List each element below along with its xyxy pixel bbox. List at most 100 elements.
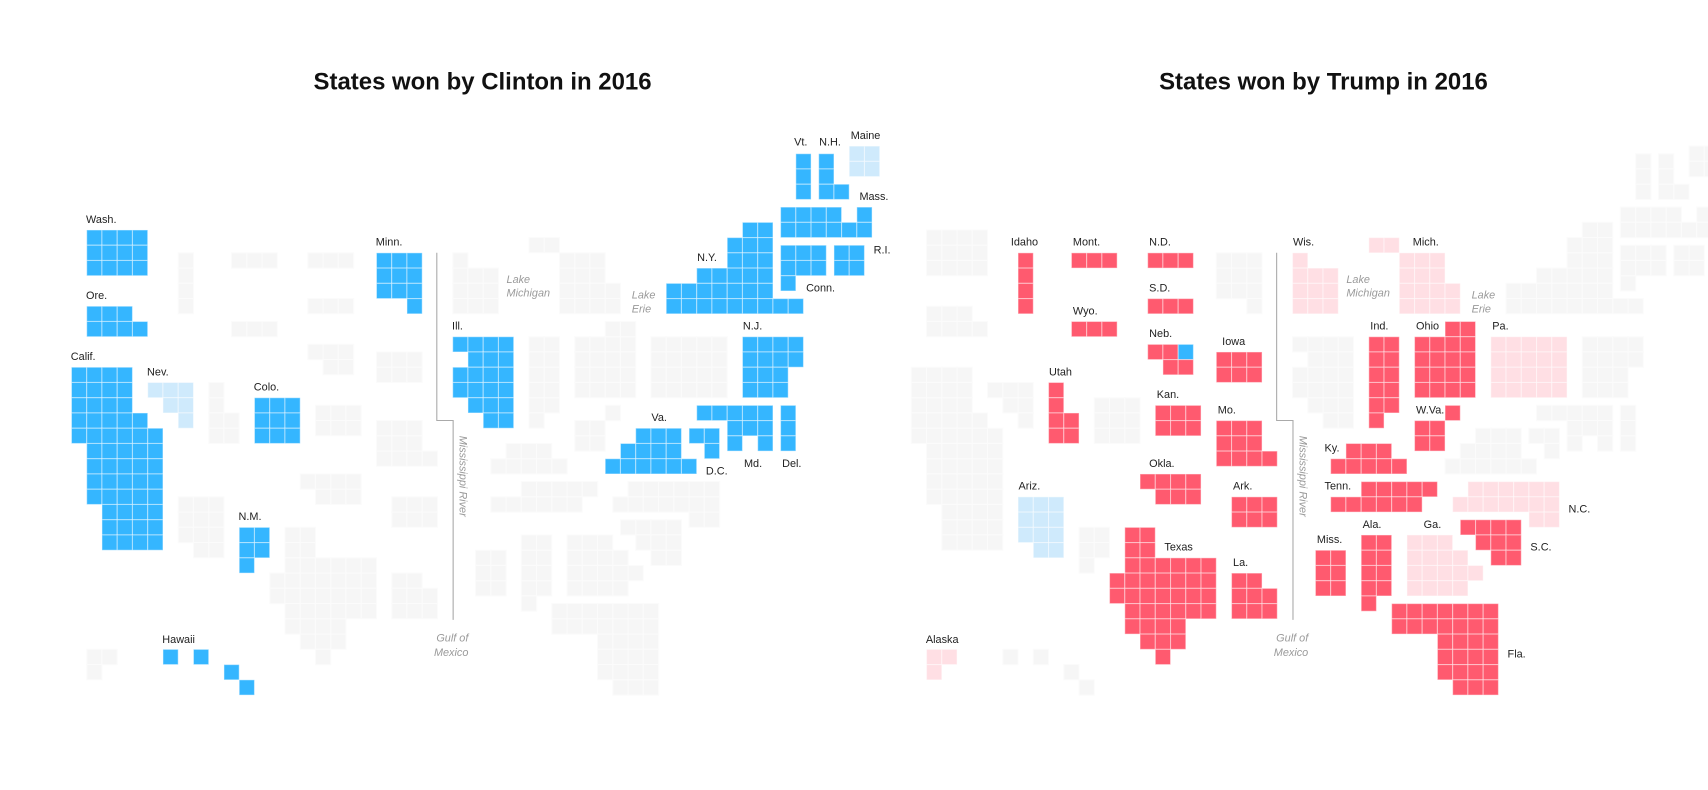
electoral-vote-tile xyxy=(818,183,835,201)
electoral-vote-tile xyxy=(1139,603,1156,620)
state-label: Wash. xyxy=(86,214,116,226)
electoral-vote-tile xyxy=(467,298,484,315)
electoral-vote-tile xyxy=(1635,153,1652,170)
electoral-vote-tile xyxy=(581,618,599,635)
electoral-vote-tile xyxy=(86,458,103,475)
electoral-vote-tile xyxy=(1673,259,1690,277)
electoral-vote-tile xyxy=(971,259,989,277)
electoral-vote-tile xyxy=(642,633,660,650)
electoral-vote-tile xyxy=(574,381,591,399)
electoral-vote-tile xyxy=(116,519,134,536)
electoral-vote-tile xyxy=(1452,496,1469,513)
electoral-vote-tile xyxy=(1109,397,1126,414)
electoral-vote-tile xyxy=(1391,458,1408,475)
electoral-vote-tile xyxy=(1101,252,1118,269)
lake-erie-label: Lake Erie xyxy=(1472,289,1496,315)
electoral-vote-tile xyxy=(314,587,332,605)
electoral-vote-tile xyxy=(1368,351,1385,368)
electoral-vote-tile xyxy=(208,511,225,528)
electoral-vote-tile xyxy=(926,664,943,681)
state-tn xyxy=(1330,481,1438,513)
electoral-vote-tile xyxy=(467,381,484,399)
state-label: Ala. xyxy=(1363,519,1382,531)
electoral-vote-tile xyxy=(703,496,721,513)
electoral-vote-tile xyxy=(642,618,660,635)
electoral-vote-tile xyxy=(566,580,583,597)
electoral-vote-tile xyxy=(208,542,225,559)
electoral-vote-tile xyxy=(307,343,324,361)
electoral-vote-tile xyxy=(1467,679,1484,696)
electoral-vote-tile xyxy=(574,420,591,437)
electoral-vote-tile xyxy=(536,496,553,513)
electoral-vote-tile xyxy=(1406,534,1423,551)
electoral-vote-tile xyxy=(1375,458,1393,475)
electoral-vote-tile xyxy=(1246,252,1263,269)
electoral-vote-tile xyxy=(665,519,683,536)
state-co xyxy=(253,397,301,445)
electoral-vote-tile xyxy=(1597,404,1614,422)
electoral-vote-tile xyxy=(1170,633,1187,650)
electoral-vote-tile xyxy=(741,366,759,384)
electoral-vote-tile xyxy=(604,298,622,315)
electoral-vote-tile xyxy=(421,511,439,528)
electoral-vote-tile xyxy=(131,519,149,536)
electoral-vote-tile xyxy=(101,427,118,445)
electoral-vote-tile xyxy=(688,427,705,445)
electoral-vote-tile xyxy=(406,511,423,528)
electoral-vote-tile xyxy=(1292,252,1309,269)
electoral-vote-tile xyxy=(307,298,324,315)
state-label: N.Y. xyxy=(697,252,717,264)
electoral-vote-tile xyxy=(406,450,423,467)
state-label: Neb. xyxy=(1149,328,1172,340)
state-id xyxy=(177,252,195,315)
electoral-vote-tile xyxy=(70,381,88,399)
state-tn xyxy=(490,481,599,513)
electoral-vote-tile xyxy=(543,336,561,353)
electoral-vote-tile xyxy=(1459,442,1477,460)
electoral-vote-tile xyxy=(680,298,698,315)
electoral-vote-tile xyxy=(673,496,690,513)
electoral-vote-tile xyxy=(1505,549,1522,567)
electoral-vote-tile xyxy=(1490,381,1507,399)
state-dc xyxy=(1528,427,1560,460)
electoral-vote-tile xyxy=(665,442,683,460)
electoral-vote-tile xyxy=(1581,420,1599,437)
electoral-vote-tile xyxy=(231,320,248,338)
state-label: Conn. xyxy=(806,282,835,294)
electoral-vote-tile xyxy=(1215,450,1233,467)
electoral-vote-tile xyxy=(1650,206,1667,223)
state-label: R.I. xyxy=(874,244,891,256)
electoral-vote-tile xyxy=(1139,633,1156,650)
electoral-vote-tile xyxy=(1063,412,1080,429)
electoral-vote-tile xyxy=(856,221,873,239)
electoral-vote-tile xyxy=(116,320,134,338)
state-label: Ky. xyxy=(1325,443,1340,455)
electoral-vote-tile xyxy=(558,282,576,300)
electoral-vote-tile xyxy=(757,237,774,254)
electoral-vote-tile xyxy=(1475,442,1492,460)
electoral-vote-tile xyxy=(238,526,256,544)
electoral-vote-tile xyxy=(1246,366,1263,384)
electoral-vote-tile xyxy=(177,511,195,528)
electoral-vote-tile xyxy=(337,359,355,376)
electoral-vote-tile xyxy=(528,351,545,368)
electoral-vote-tile xyxy=(284,587,301,605)
electoral-vote-tile xyxy=(680,458,698,475)
electoral-vote-tile xyxy=(1612,366,1629,384)
electoral-vote-tile xyxy=(1124,572,1141,589)
electoral-vote-tile xyxy=(741,282,759,300)
electoral-vote-tile xyxy=(574,366,591,384)
electoral-vote-tile xyxy=(238,679,256,696)
electoral-vote-tile xyxy=(1109,587,1126,605)
electoral-vote-tile xyxy=(987,519,1004,536)
electoral-vote-tile xyxy=(131,259,149,277)
electoral-vote-tile xyxy=(543,366,561,384)
electoral-vote-tile xyxy=(926,229,943,246)
electoral-vote-tile xyxy=(1330,458,1347,475)
electoral-vote-tile xyxy=(1597,336,1614,353)
electoral-vote-tile xyxy=(86,229,103,246)
electoral-vote-tile xyxy=(345,557,362,574)
electoral-vote-tile xyxy=(101,503,118,521)
electoral-vote-tile xyxy=(1490,427,1507,445)
electoral-vote-tile xyxy=(391,587,408,605)
